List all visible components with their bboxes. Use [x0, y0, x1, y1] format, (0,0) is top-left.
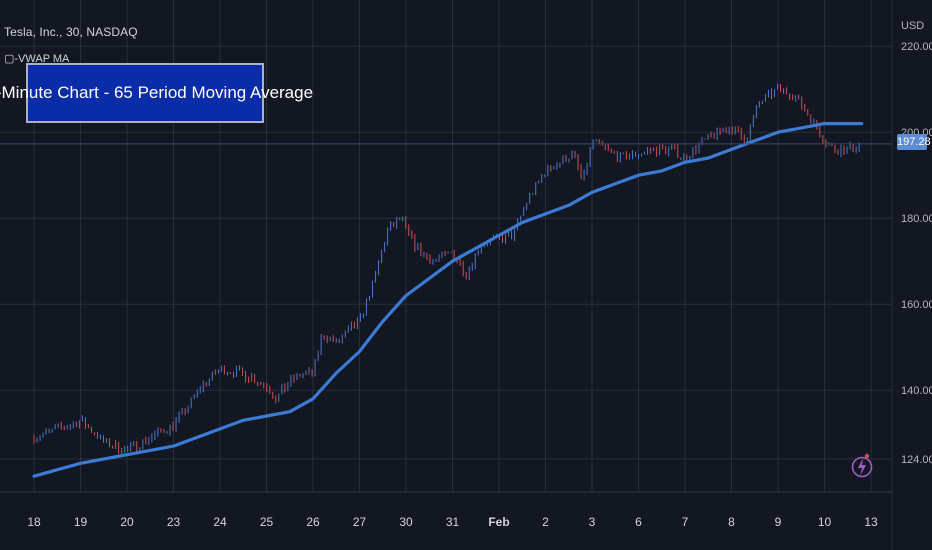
lightning-icon[interactable]	[850, 447, 874, 487]
x-tick-label: Feb	[488, 515, 509, 529]
x-tick-label: 25	[260, 515, 274, 529]
x-tick-label: 8	[728, 515, 735, 529]
x-tick-label: 31	[446, 515, 460, 529]
x-tick-label: 2	[542, 515, 549, 529]
x-tick-label: 18	[27, 515, 41, 529]
y-tick-label: 220.00	[901, 41, 932, 53]
symbol-title[interactable]: Tesla, Inc., 30, NASDAQ	[4, 25, 138, 39]
y-tick-label: 124.00	[901, 454, 932, 466]
x-tick-label: 7	[682, 515, 689, 529]
x-tick-label: 3	[589, 515, 596, 529]
y-tick-label: 140.00	[901, 385, 932, 397]
x-tick-label: 19	[74, 515, 88, 529]
x-tick-label: 27	[353, 515, 367, 529]
x-tick-label: 23	[167, 515, 181, 529]
x-tick-label: 20	[120, 515, 134, 529]
x-tick-label: 6	[635, 515, 642, 529]
y-tick-label: 160.00	[901, 299, 932, 311]
x-tick-label: 13	[864, 515, 878, 529]
x-tick-label: 24	[213, 515, 227, 529]
x-tick-label: 9	[775, 515, 782, 529]
last-price-tag: 197.28	[897, 134, 931, 150]
currency-label[interactable]: USD	[901, 20, 925, 32]
x-tick-label: 26	[306, 515, 320, 529]
indicator-label[interactable]: ▢-VWAP MA	[4, 53, 70, 65]
x-tick-label: 30	[399, 515, 413, 529]
moving-average-line[interactable]	[32, 122, 864, 478]
x-tick-label: 10	[818, 515, 832, 529]
annotation-text-box[interactable]: 30-Minute Chart - 65 Period Moving Avera…	[0, 63, 313, 123]
y-tick-label: 180.00	[901, 213, 932, 225]
